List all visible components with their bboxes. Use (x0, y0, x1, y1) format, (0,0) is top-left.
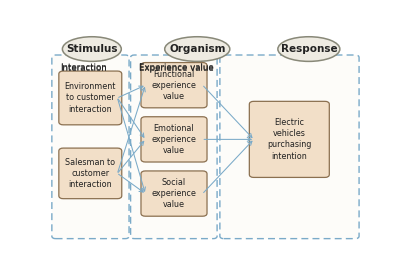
FancyBboxPatch shape (249, 101, 329, 177)
Ellipse shape (278, 37, 340, 61)
Text: Functional
experience
value: Functional experience value (152, 70, 196, 101)
FancyBboxPatch shape (131, 55, 217, 239)
Text: Emotional
experience
value: Emotional experience value (152, 124, 196, 155)
Text: Environment
to customer
interaction: Environment to customer interaction (65, 82, 116, 113)
Text: Organism: Organism (169, 44, 226, 54)
FancyBboxPatch shape (141, 117, 207, 162)
FancyBboxPatch shape (59, 148, 122, 199)
Text: Stimulus: Stimulus (66, 44, 118, 54)
Text: Salesman to
customer
interaction: Salesman to customer interaction (65, 158, 115, 189)
FancyBboxPatch shape (220, 55, 359, 239)
FancyBboxPatch shape (59, 71, 122, 125)
Text: Interaction: Interaction (60, 63, 107, 73)
Text: Interaction: Interaction (60, 63, 107, 72)
Ellipse shape (62, 37, 121, 61)
FancyBboxPatch shape (141, 63, 207, 108)
Text: Response: Response (280, 44, 337, 54)
Ellipse shape (165, 37, 230, 61)
Text: Social
experience
value: Social experience value (152, 178, 196, 209)
Text: Experience value: Experience value (139, 63, 214, 72)
FancyBboxPatch shape (141, 171, 207, 216)
Text: Electric
vehicles
purchasing
intention: Electric vehicles purchasing intention (267, 118, 312, 161)
Text: Experience value: Experience value (139, 63, 214, 73)
FancyBboxPatch shape (52, 55, 129, 239)
